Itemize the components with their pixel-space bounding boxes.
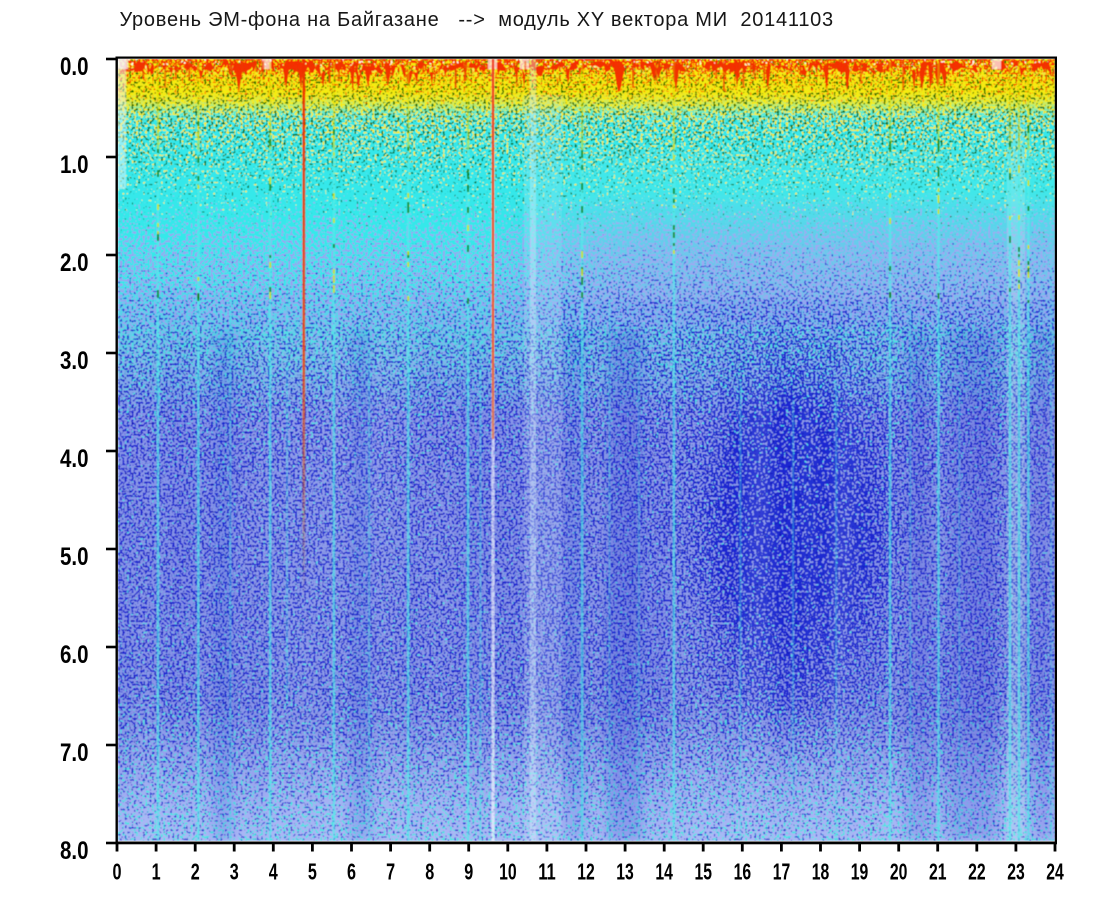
svg-text:12: 12 [577, 859, 595, 885]
svg-text:7.0: 7.0 [60, 739, 89, 767]
svg-text:8: 8 [425, 859, 434, 885]
svg-text:11: 11 [538, 859, 556, 885]
svg-text:18: 18 [812, 859, 830, 885]
svg-text:10: 10 [499, 859, 516, 885]
svg-text:22: 22 [968, 859, 986, 885]
svg-text:14: 14 [655, 859, 673, 885]
svg-text:16: 16 [734, 859, 752, 885]
svg-text:15: 15 [695, 859, 713, 885]
svg-text:0: 0 [113, 859, 122, 885]
svg-text:4: 4 [269, 859, 278, 885]
svg-text:19: 19 [851, 859, 869, 885]
svg-text:1.0: 1.0 [60, 151, 89, 179]
svg-text:6: 6 [347, 859, 356, 885]
svg-text:8.0: 8.0 [60, 837, 89, 865]
svg-text:1: 1 [152, 859, 161, 885]
svg-text:24: 24 [1046, 859, 1064, 885]
svg-text:5: 5 [308, 859, 317, 885]
svg-text:20: 20 [890, 859, 908, 885]
svg-text:6.0: 6.0 [60, 641, 89, 669]
svg-text:13: 13 [616, 859, 634, 885]
svg-text:21: 21 [929, 859, 947, 885]
svg-text:17: 17 [773, 859, 791, 885]
svg-text:7: 7 [386, 859, 395, 885]
svg-text:5.0: 5.0 [60, 543, 89, 571]
svg-text:Уровень ЭМ-фона на Байгазане: Уровень ЭМ-фона на Байгазане --> модуль … [120, 9, 834, 31]
svg-text:0.0: 0.0 [60, 53, 89, 81]
svg-text:9: 9 [464, 859, 473, 885]
svg-text:2.0: 2.0 [60, 249, 89, 277]
svg-text:2: 2 [191, 859, 200, 885]
svg-text:4.0: 4.0 [60, 445, 89, 473]
svg-text:23: 23 [1007, 859, 1024, 885]
svg-text:3.0: 3.0 [60, 347, 89, 375]
svg-text:3: 3 [230, 859, 239, 885]
